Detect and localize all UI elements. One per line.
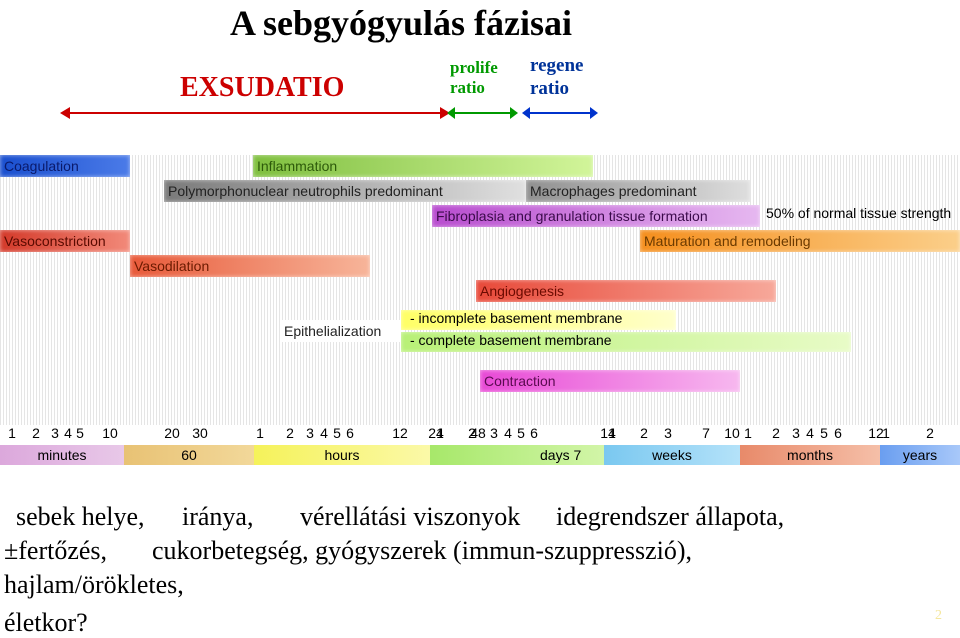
timeaxis-section: hours [254,445,430,465]
timeaxis-section: weeks [604,445,740,465]
phase-label: ratio [530,78,569,100]
timeaxis-tick: 3 [306,425,314,441]
timeaxis-tick: 1 [882,425,890,441]
timeaxis-tick: 3 [792,425,800,441]
caption-text: idegrendszer állapota, [556,502,784,532]
phase-label: ratio [450,78,485,98]
timeaxis-tick: 3 [664,425,672,441]
timeaxis-tick: 10 [102,425,118,441]
timeaxis-tick: 4 [64,425,72,441]
page-number: 2 [935,608,942,624]
timeaxis-tick: 2 [286,425,294,441]
phase-bar: Macrophages predominant [526,180,750,202]
timeaxis-tick: 1 [8,425,16,441]
phase-bar: Inflammation [253,155,593,177]
phase-label: prolife [450,58,498,78]
annotation-label: - complete basement membrane [410,332,612,348]
phase-bar: Angiogenesis [476,280,776,302]
caption-text: ±fertőzés, [4,536,107,566]
phase-bar: Polymorphonuclear neutrophils predominan… [164,180,526,202]
timeaxis-tick: 2 [772,425,780,441]
caption-text: sebek helye, [16,502,145,532]
timeaxis-tick: 5 [517,425,525,441]
timeaxis-tick: 1 [256,425,264,441]
phase-bar: Fibroplasia and granulation tissue forma… [432,205,760,227]
timeaxis-tick: 2 [32,425,40,441]
timeaxis-tick: 6 [530,425,538,441]
timeaxis-tick: 6 [346,425,354,441]
timeaxis-section: days 7 [430,445,604,465]
time-axis: minutes60hoursdays 7weeksmonthsyears 123… [0,425,960,465]
timeaxis-section: months [740,445,880,465]
page-title: A sebgyógyulás fázisai [230,2,572,44]
caption-text: vérellátási viszonyok [300,502,520,532]
timeaxis-section: minutes [0,445,124,465]
caption-text: hajlam/örökletes, [4,570,184,600]
phase-bar: Vasodilation [130,255,370,277]
timeaxis-tick: 5 [76,425,84,441]
timeaxis-tick: 1 [744,425,752,441]
caption-text: iránya, [182,502,253,532]
timeaxis-tick: 20 [164,425,180,441]
timeaxis-tick: 12 [392,425,408,441]
timeaxis-section: years [880,445,960,465]
timeaxis-section: 60 [124,445,254,465]
annotation-label: - incomplete basement membrane [410,310,622,326]
annotation-label: 50% of normal tissue strength [766,205,951,221]
phase-bar: Maturation and remodeling [640,230,960,252]
timeaxis-tick: 5 [820,425,828,441]
timeaxis-tick: 30 [192,425,208,441]
phase-chart: Coagulation Inflammation Polymorphonuclear… [0,155,960,465]
timeaxis-tick: 2 [926,425,934,441]
timeaxis-tick: 1 [436,425,444,441]
phase-label: regene [530,55,583,77]
timeaxis-tick: 4 [806,425,814,441]
phase-bar: Contraction [480,370,740,392]
timeaxis-tick: 5 [333,425,341,441]
timeaxis-tick: 2 [640,425,648,441]
timeaxis-tick: 10 [724,425,740,441]
timeaxis-tick: 2 [468,425,476,441]
timeaxis-tick: 6 [834,425,842,441]
phase-bar: Epithelialization [280,320,405,342]
timeaxis-tick: 3 [51,425,59,441]
phase-bar: Vasoconstriction [0,230,130,252]
phase-arrow [530,112,590,114]
timeaxis-tick: 4 [504,425,512,441]
timeaxis-tick: 7 [702,425,710,441]
caption-text: életkor? [4,608,88,638]
timeaxis-tick: 1 [608,425,616,441]
phase-label: EXSUDATIO [180,72,344,104]
phase-arrow [455,112,510,114]
timeaxis-tick: 4 [320,425,328,441]
phase-bar: Coagulation [0,155,130,177]
phase-arrow [70,112,440,114]
timeaxis-tick: 3 [490,425,498,441]
caption-text: cukorbetegség, gyógyszerek (immun-szuppr… [152,536,692,566]
